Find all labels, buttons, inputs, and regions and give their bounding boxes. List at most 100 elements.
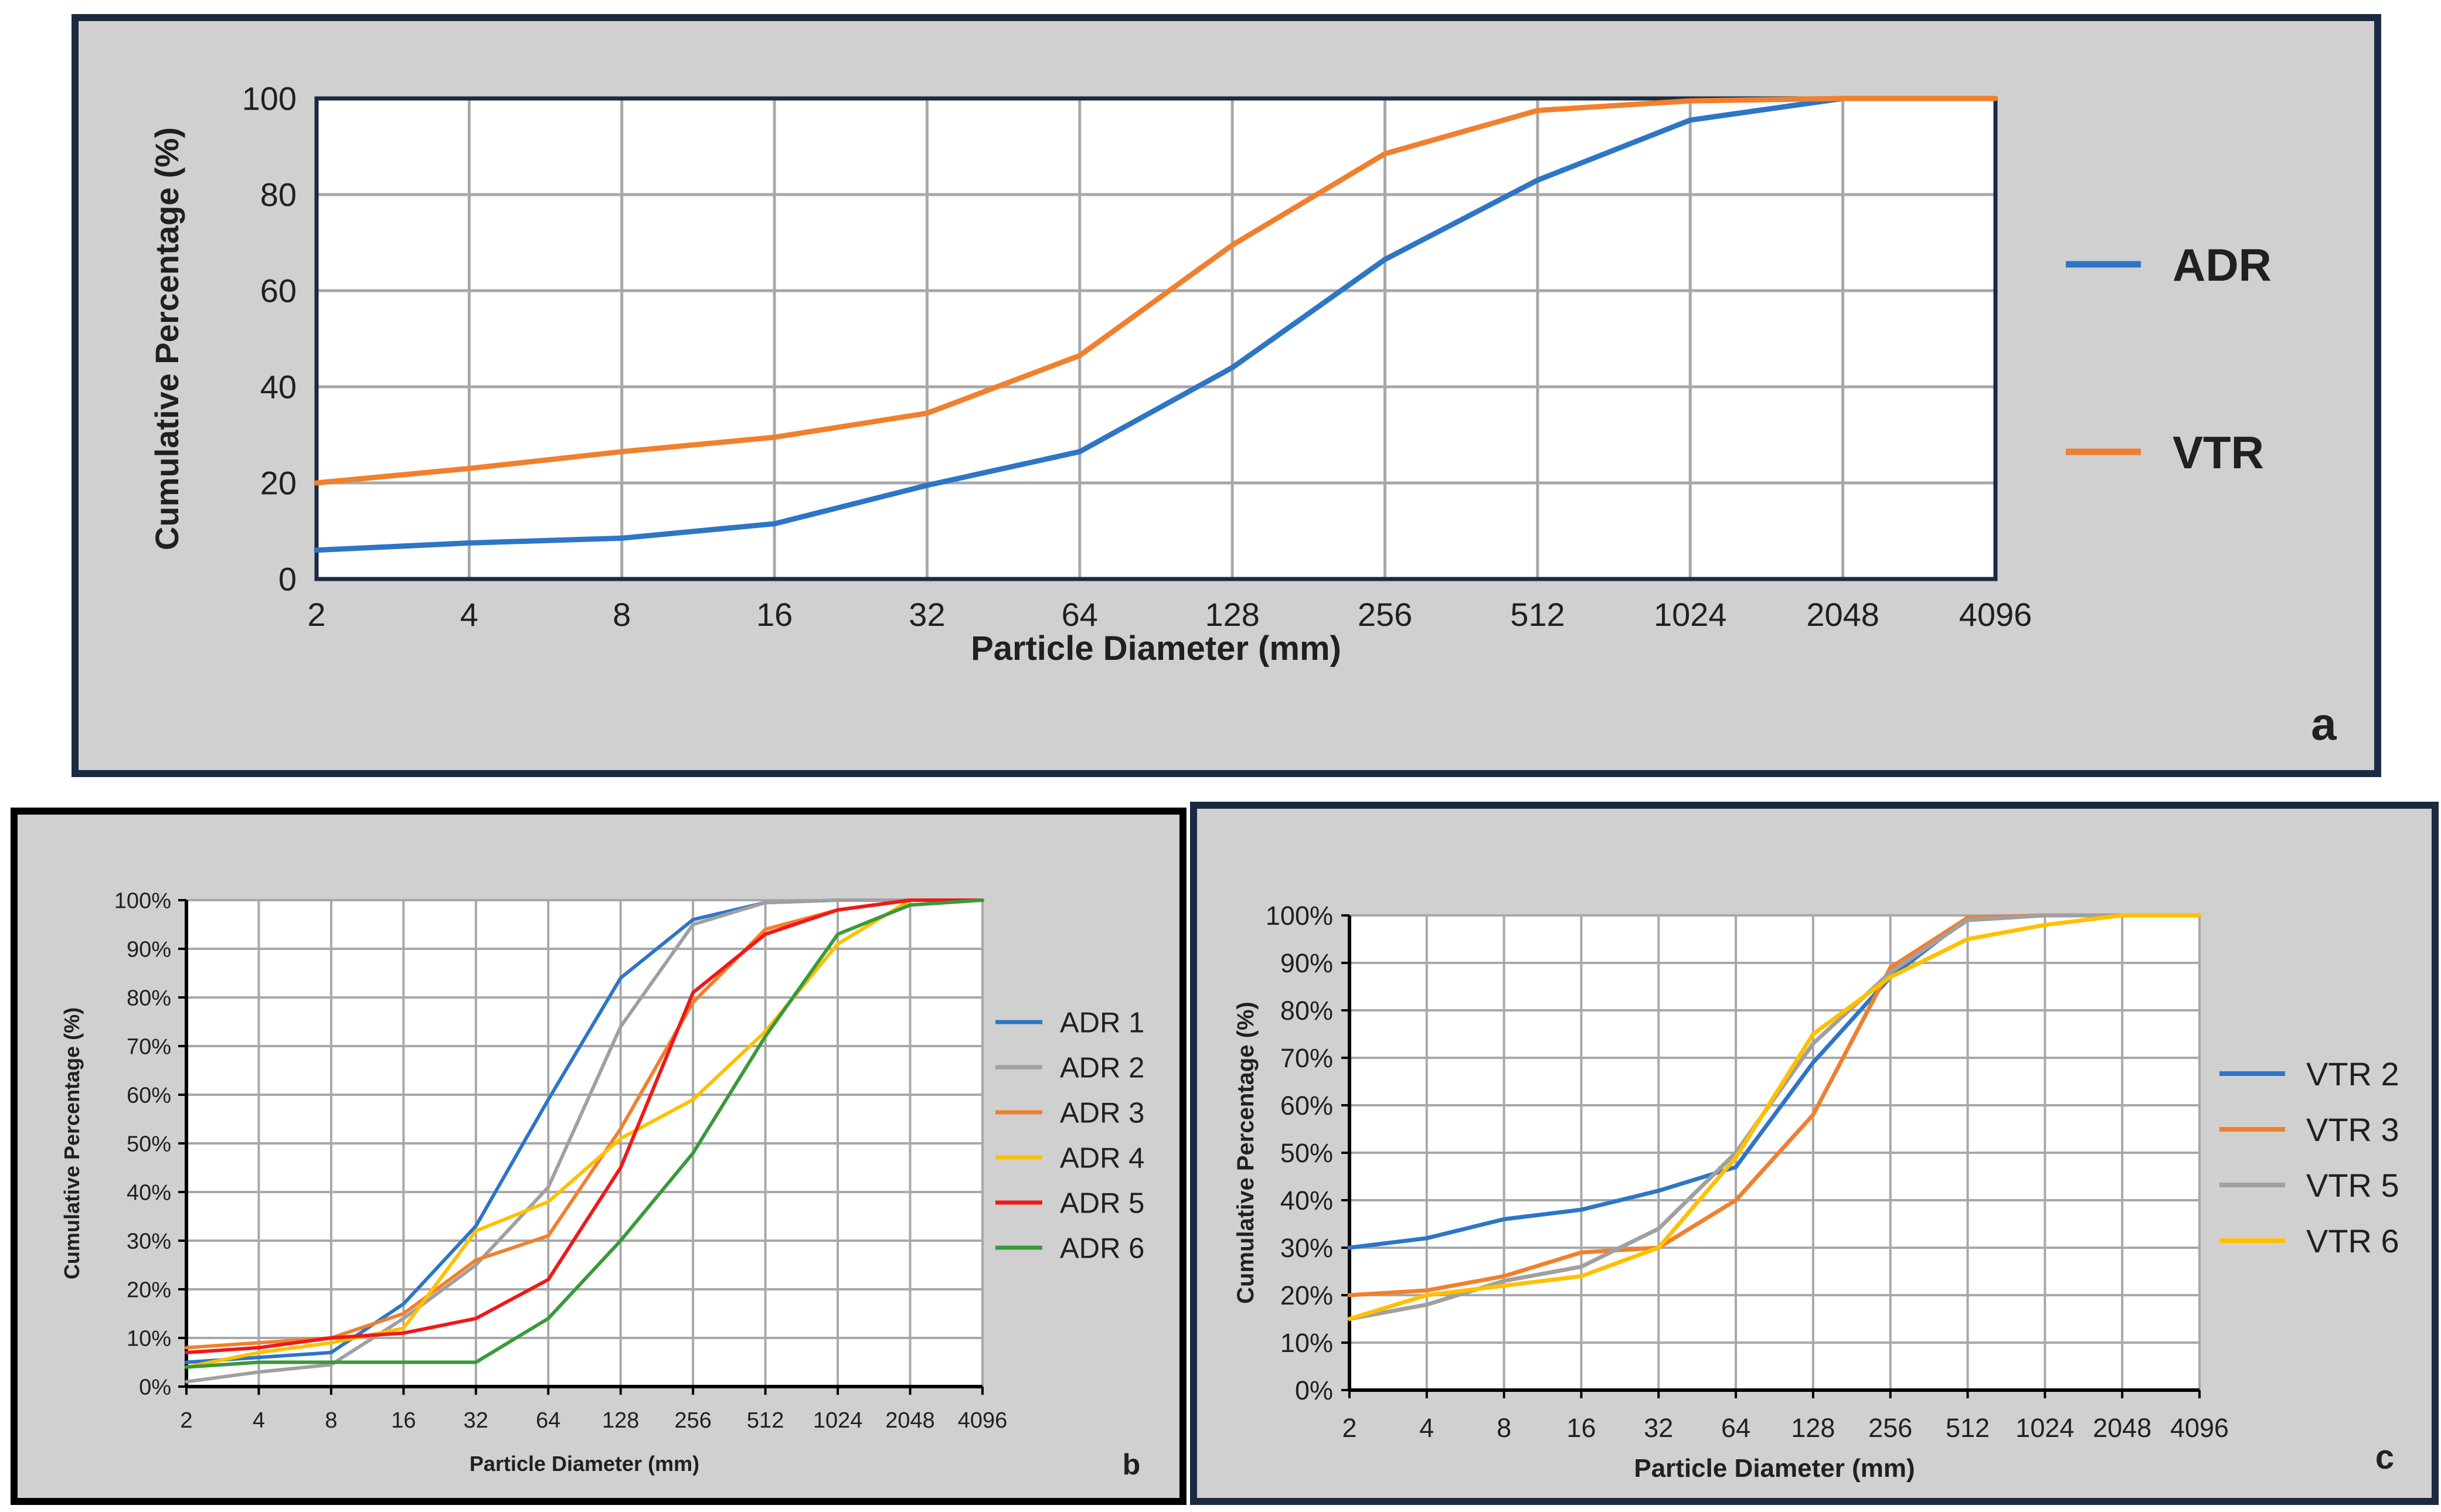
panel-label: c [2375, 1438, 2394, 1476]
y-tick-label: 50% [1280, 1138, 1333, 1168]
y-tick-label: 100 [242, 80, 297, 117]
x-tick-label: 32 [464, 1408, 488, 1433]
legend-label-adr-6: ADR 6 [1060, 1233, 1144, 1265]
series-line-vtr-6 [1347, 913, 2202, 1321]
series-line-adr [314, 96, 1998, 553]
x-tick-label: 4 [1419, 1413, 1434, 1443]
x-tick-label: 16 [1566, 1413, 1596, 1443]
series-line-adr-6 [185, 898, 984, 1369]
x-tick-label: 512 [1510, 596, 1565, 633]
y-tick-label: 30% [1280, 1233, 1333, 1263]
chart-b-svg: 2 4 8 16 32 64 128 256 512 1024 2048 4096 0% 10% 20% 30… [60, 888, 1144, 1481]
series-line-adr-4 [185, 898, 984, 1369]
legend-label-adr-5: ADR 5 [1060, 1188, 1144, 1220]
x-tick-label: 4 [460, 596, 478, 633]
x-tick-label: 2 [307, 596, 325, 633]
chart-panel-b: 2 4 8 16 32 64 128 256 512 1024 2048 4096 0% 10% 20% 30… [11, 808, 1186, 1505]
legend-label-adr: ADR [2173, 239, 2272, 291]
x-tick-label: 64 [1721, 1413, 1750, 1443]
y-tick-label: 30% [127, 1229, 171, 1254]
y-tick-label: 20% [127, 1278, 171, 1302]
y-tick-label: 0% [1295, 1375, 1333, 1405]
x-tick-label: 16 [391, 1408, 416, 1433]
panel-label: b [1123, 1448, 1141, 1481]
chart-panel-a: 2 4 8 16 32 64 128 256 512 1024 2048 4096 0 20 40 60 80 1… [72, 14, 2381, 777]
panel-label: a [2311, 698, 2337, 750]
x-tick-label: 512 [1946, 1413, 1990, 1443]
x-tick-label: 4 [253, 1408, 265, 1433]
legend-label-adr-3: ADR 3 [1060, 1098, 1144, 1129]
y-axis-title: Cumulative Percentage (%) [148, 127, 185, 550]
x-tick-label: 2 [180, 1408, 192, 1433]
y-tick-label: 60% [127, 1083, 171, 1108]
x-tick-label: 8 [325, 1408, 337, 1433]
y-tick-label: 10% [127, 1326, 171, 1351]
x-tick-label: 256 [1868, 1413, 1912, 1443]
y-tick-label: 60 [260, 273, 297, 309]
x-axis-title: Particle Diameter (mm) [971, 629, 1341, 668]
x-tick-label: 128 [1205, 596, 1259, 633]
legend-label-vtr-6: VTR 6 [2306, 1222, 2399, 1259]
x-tick-label: 64 [536, 1408, 560, 1433]
plot-border [314, 96, 1998, 581]
legend-label-adr-4: ADR 4 [1060, 1143, 1144, 1174]
y-tick-label: 100% [1266, 901, 1333, 931]
y-tick-label: 50% [127, 1132, 171, 1156]
y-tick-label: 20 [260, 465, 297, 502]
x-tick-label: 4096 [958, 1408, 1008, 1433]
x-tick-label: 4096 [2170, 1413, 2229, 1443]
x-tick-label: 256 [1358, 596, 1412, 633]
y-tick-label: 40 [260, 369, 297, 406]
legend-label-vtr-3: VTR 3 [2306, 1111, 2399, 1148]
x-tick-label: 2048 [1806, 596, 1879, 633]
x-tick-label: 8 [613, 596, 631, 633]
y-tick-label: 10% [1280, 1328, 1333, 1358]
legend-label-vtr-5: VTR 5 [2306, 1167, 2399, 1204]
x-tick-label: 32 [909, 596, 945, 633]
x-axis-title: Particle Diameter (mm) [1634, 1454, 1915, 1483]
y-axis-title: Cumulative Percentage (%) [60, 1007, 84, 1279]
series-line-vtr [314, 96, 1998, 486]
x-tick-label: 128 [1791, 1413, 1835, 1443]
x-tick-label: 128 [602, 1408, 639, 1433]
x-tick-label: 4096 [1959, 596, 2032, 633]
series-line-adr-5 [185, 898, 984, 1354]
y-tick-label: 80 [260, 176, 297, 213]
legend-label-vtr: VTR [2173, 427, 2264, 478]
x-tick-label: 512 [747, 1408, 784, 1433]
x-tick-label: 64 [1062, 596, 1098, 633]
chart-c-svg: 2 4 8 16 32 64 128 256 512 1024 2048 4096 0% 10% 20% 30… [1233, 901, 2399, 1483]
y-tick-label: 90% [1280, 948, 1333, 978]
x-tick-label: 2048 [2093, 1413, 2151, 1443]
y-tick-label: 0% [139, 1375, 171, 1399]
y-axis-title: Cumulative Percentage (%) [1233, 1002, 1259, 1304]
x-tick-label: 1024 [813, 1408, 863, 1433]
chart-panel-c: 2 4 8 16 32 64 128 256 512 1024 2048 4096 0% 10% 20% 30… [1190, 802, 2439, 1505]
legend-label-vtr-2: VTR 2 [2306, 1055, 2399, 1092]
x-tick-label: 256 [674, 1408, 711, 1433]
y-tick-label: 0 [278, 561, 297, 598]
x-tick-label: 2 [1342, 1413, 1357, 1443]
x-tick-label: 2048 [885, 1408, 935, 1433]
x-tick-label: 16 [756, 596, 793, 633]
plot-area [317, 98, 1995, 579]
x-tick-label: 8 [1497, 1413, 1511, 1443]
y-tick-label: 70% [1280, 1043, 1333, 1073]
x-tick-label: 1024 [2015, 1413, 2074, 1443]
y-tick-label: 20% [1280, 1281, 1333, 1310]
legend-label-adr-2: ADR 2 [1060, 1053, 1144, 1084]
y-tick-label: 80% [127, 986, 171, 1010]
y-tick-label: 90% [127, 937, 171, 962]
y-tick-label: 40% [127, 1180, 171, 1205]
x-axis-title: Particle Diameter (mm) [470, 1452, 699, 1476]
y-tick-label: 100% [114, 888, 171, 913]
y-tick-label: 80% [1280, 996, 1333, 1026]
series-line-adr-2 [185, 898, 984, 1384]
y-tick-label: 70% [127, 1034, 171, 1059]
chart-a-svg: 2 4 8 16 32 64 128 256 512 1024 2048 4096 0 20 40 60 80 1… [148, 80, 2337, 750]
y-tick-label: 40% [1280, 1186, 1333, 1215]
y-tick-label: 60% [1280, 1091, 1333, 1121]
legend-label-adr-1: ADR 1 [1060, 1007, 1144, 1039]
x-tick-label: 1024 [1654, 596, 1727, 633]
x-tick-label: 32 [1644, 1413, 1673, 1443]
